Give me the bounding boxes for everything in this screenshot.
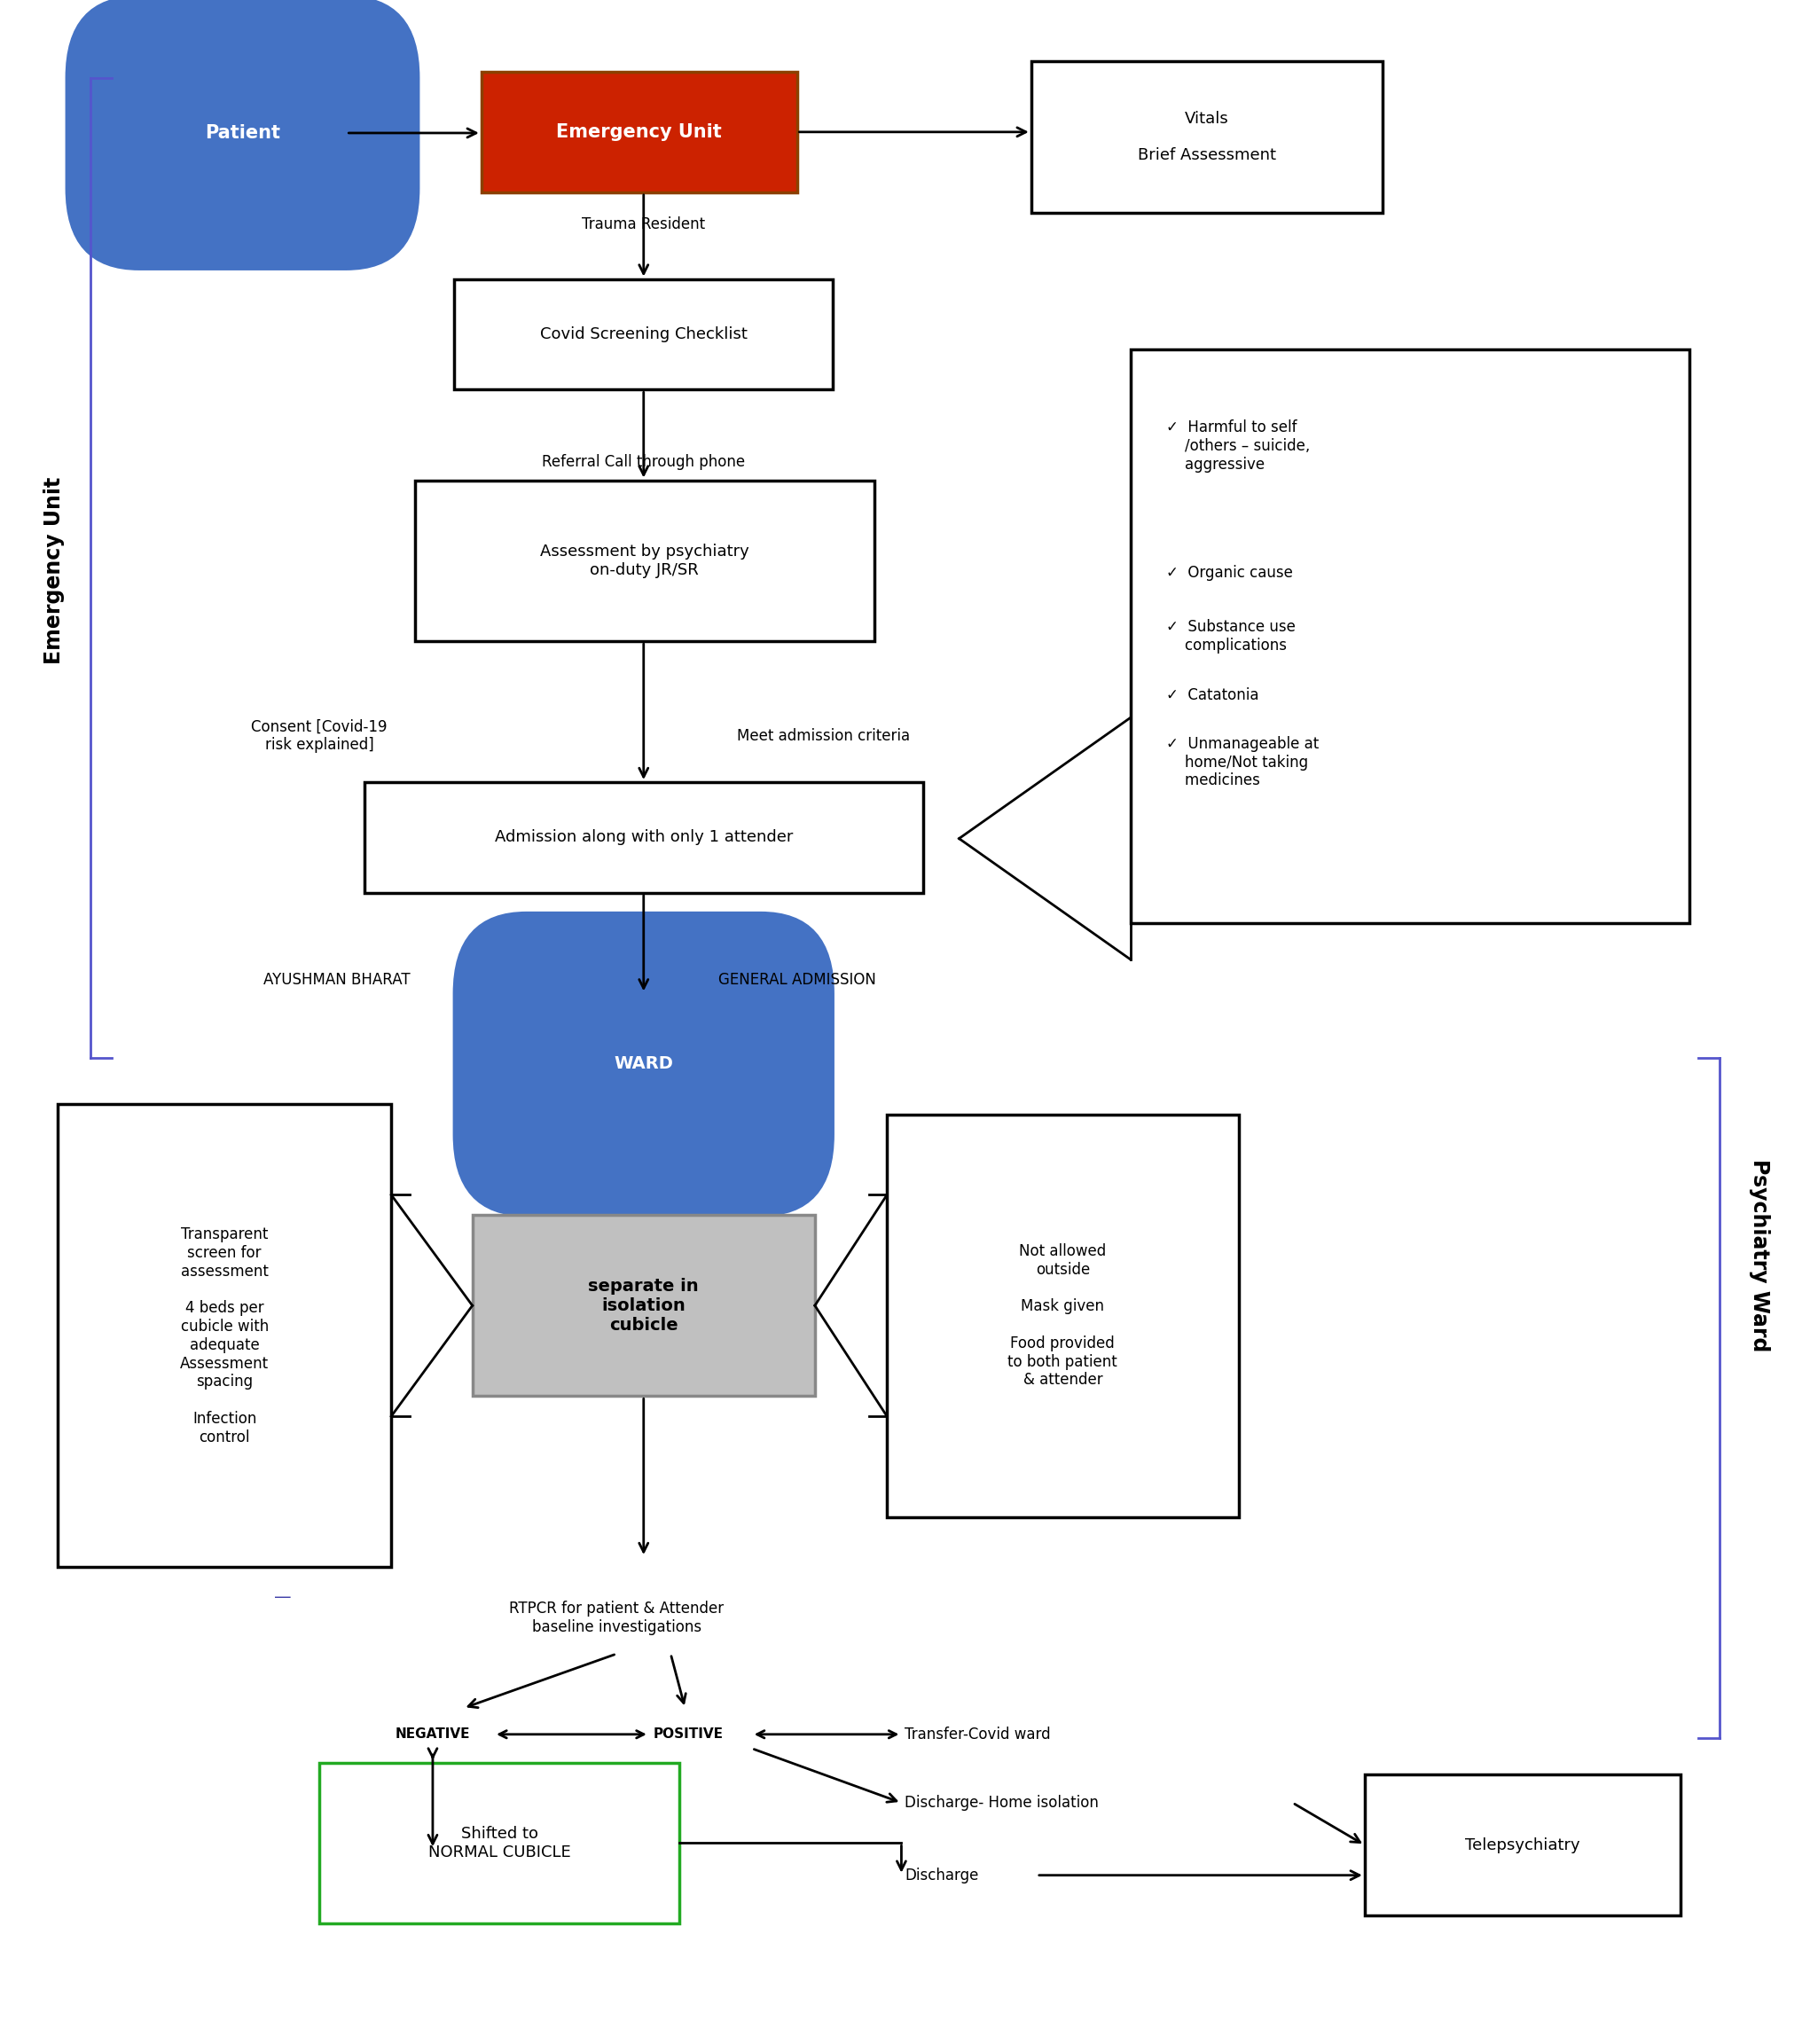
Text: Consent [Covid-19
risk explained]: Consent [Covid-19 risk explained] xyxy=(252,719,387,752)
Text: Covid Screening Checklist: Covid Screening Checklist xyxy=(539,327,748,341)
Text: separate in
isolation
cubicle: separate in isolation cubicle xyxy=(588,1278,699,1333)
Text: Not allowed
outside

Mask given

Food provided
to both patient
& attender: Not allowed outside Mask given Food prov… xyxy=(1008,1243,1117,1388)
Text: Emergency Unit: Emergency Unit xyxy=(43,476,65,664)
FancyBboxPatch shape xyxy=(58,1104,391,1568)
Text: AYUSHMAN BHARAT: AYUSHMAN BHARAT xyxy=(264,971,411,987)
Text: —: — xyxy=(275,1588,291,1607)
Text: ✓  Harmful to self
    /others – suicide,
    aggressive: ✓ Harmful to self /others – suicide, agg… xyxy=(1166,419,1310,472)
Text: RTPCR for patient & Attender
baseline investigations: RTPCR for patient & Attender baseline in… xyxy=(509,1600,724,1635)
FancyBboxPatch shape xyxy=(1365,1774,1680,1915)
Text: Patient: Patient xyxy=(205,125,281,141)
FancyBboxPatch shape xyxy=(454,914,833,1214)
Text: Admission along with only 1 attender: Admission along with only 1 attender xyxy=(494,830,793,846)
Text: Emergency Unit: Emergency Unit xyxy=(556,123,722,141)
FancyBboxPatch shape xyxy=(472,1214,815,1396)
Text: Psychiatry Ward: Psychiatry Ward xyxy=(1748,1159,1770,1351)
FancyBboxPatch shape xyxy=(319,1762,681,1923)
Text: Discharge- Home isolation: Discharge- Home isolation xyxy=(905,1795,1099,1811)
Text: Discharge: Discharge xyxy=(905,1868,979,1883)
Text: ✓  Substance use
    complications: ✓ Substance use complications xyxy=(1166,619,1296,654)
Text: ✓  Organic cause: ✓ Organic cause xyxy=(1166,564,1292,580)
Text: NEGATIVE: NEGATIVE xyxy=(395,1727,471,1741)
Text: ✓  Unmanageable at
    home/Not taking
    medicines: ✓ Unmanageable at home/Not taking medici… xyxy=(1166,736,1319,789)
Text: Trauma Resident: Trauma Resident xyxy=(583,217,706,233)
FancyBboxPatch shape xyxy=(414,480,874,642)
Text: Vitals

Brief Assessment: Vitals Brief Assessment xyxy=(1138,110,1276,164)
Text: Meet admission criteria: Meet admission criteria xyxy=(737,728,910,744)
Text: POSITIVE: POSITIVE xyxy=(653,1727,724,1741)
FancyBboxPatch shape xyxy=(1129,350,1689,924)
FancyBboxPatch shape xyxy=(364,783,923,893)
Text: Telepsychiatry: Telepsychiatry xyxy=(1464,1838,1580,1854)
Text: Transfer-Covid ward: Transfer-Covid ward xyxy=(905,1727,1052,1741)
Text: Assessment by psychiatry
on-duty JR/SR: Assessment by psychiatry on-duty JR/SR xyxy=(539,544,749,578)
Text: WARD: WARD xyxy=(614,1055,673,1073)
Text: GENERAL ADMISSION: GENERAL ADMISSION xyxy=(719,971,876,987)
FancyBboxPatch shape xyxy=(67,0,418,270)
FancyBboxPatch shape xyxy=(454,278,833,390)
FancyBboxPatch shape xyxy=(887,1114,1238,1517)
FancyBboxPatch shape xyxy=(1032,61,1383,213)
Text: ✓  Catatonia: ✓ Catatonia xyxy=(1166,687,1260,703)
Text: Shifted to
NORMAL CUBICLE: Shifted to NORMAL CUBICLE xyxy=(429,1825,570,1860)
Text: Transparent
screen for
assessment

4 beds per
cubicle with
adequate
Assessment
s: Transparent screen for assessment 4 beds… xyxy=(181,1226,270,1445)
FancyBboxPatch shape xyxy=(481,72,796,192)
Text: Referral Call through phone: Referral Call through phone xyxy=(541,454,746,470)
